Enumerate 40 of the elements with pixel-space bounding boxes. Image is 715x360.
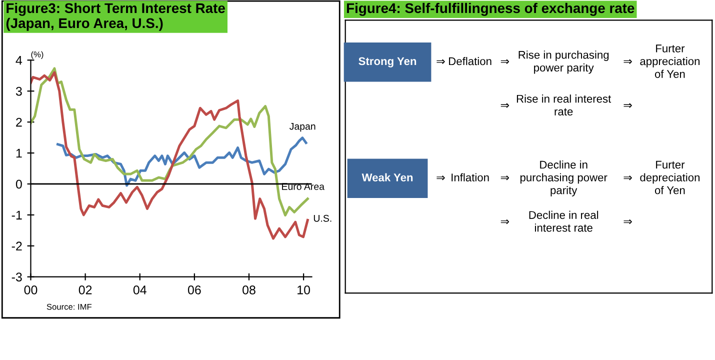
y-axis-title: (%) — [31, 51, 44, 60]
y-tick-label: 2 — [16, 118, 22, 127]
y-tick-label: 0 — [16, 180, 22, 189]
text: ⇒ — [624, 59, 632, 64]
text: ⇒ — [500, 175, 510, 180]
text: Furter appreciation of Yen — [640, 44, 700, 78]
x-tick-label: 04 — [133, 286, 146, 294]
text: Decline in real interest rate — [529, 210, 598, 232]
text: Rise in real interest rate — [516, 94, 612, 116]
x-tick-label: 00 — [24, 286, 38, 294]
y-tick-label: 3 — [16, 86, 22, 96]
text: ⇒ — [500, 103, 510, 108]
text: ⇒ — [500, 59, 510, 64]
text: ⇒ — [436, 59, 445, 64]
text: Decline in purchasing power parity — [520, 160, 608, 196]
text: Furter depreciation of Yen — [640, 160, 700, 194]
text: ⇒ — [624, 219, 632, 224]
x-tick-label: 02 — [78, 286, 92, 294]
text: Weak Yen — [362, 173, 413, 182]
y-tick-label: -3 — [12, 272, 22, 282]
text: Figure4: Self-fulfillingness of exchange rate — [346, 2, 634, 16]
text: Inflation — [452, 173, 489, 182]
x-tick-label: 10 — [298, 286, 310, 294]
chart-title: Figure3: Short Term Interest Rate (Japan, Euro Area, U.S.) — [6, 2, 225, 31]
y-tick-label: 4 — [16, 56, 22, 65]
text: Deflation — [449, 57, 492, 66]
y-tick-label: 1 — [16, 148, 22, 158]
x-tick-label: 06 — [188, 286, 201, 294]
text: ⇒ — [436, 175, 445, 180]
series-label: Japan — [289, 122, 316, 132]
source-note: Source: IMF — [46, 304, 92, 310]
y-tick-label: -1 — [12, 210, 22, 220]
text: Strong Yen — [358, 57, 416, 68]
text: Rise in purchasing power parity — [518, 50, 609, 74]
text: ⇒ — [624, 175, 632, 180]
text: ⇒ — [624, 103, 632, 108]
series-label: U.S. — [314, 214, 332, 222]
y-tick-label: -2 — [12, 242, 22, 250]
x-tick-label: 08 — [242, 286, 256, 294]
text: ⇒ — [500, 219, 510, 224]
